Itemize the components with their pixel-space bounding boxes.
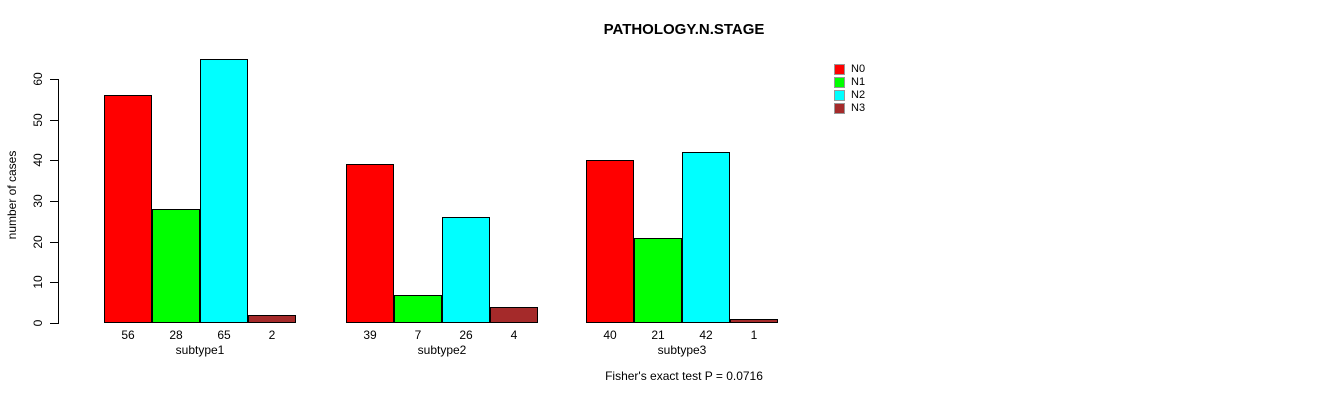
legend-row-N1: N1 bbox=[834, 76, 865, 89]
y-tick-label: 60 bbox=[31, 72, 45, 86]
y-tick-mark bbox=[50, 282, 58, 283]
bar-subtype1-N1 bbox=[152, 209, 200, 323]
y-axis-line bbox=[58, 79, 59, 324]
bar-subtype3-N1 bbox=[634, 238, 682, 323]
y-axis-label: number of cases bbox=[5, 150, 19, 240]
bar-subtype2-N3 bbox=[490, 307, 538, 323]
y-tick-mark bbox=[50, 79, 58, 80]
y-tick-label: 40 bbox=[31, 153, 45, 167]
bar-value-label-subtype2-N0: 39 bbox=[363, 328, 377, 342]
bar-value-label-subtype1-N3: 2 bbox=[268, 328, 276, 342]
bar-subtype1-N2 bbox=[200, 59, 248, 323]
bar-value-label-subtype3-N2: 42 bbox=[699, 328, 713, 342]
legend-swatch-N0 bbox=[834, 64, 845, 75]
bar-value-label-subtype1-N1: 28 bbox=[169, 328, 183, 342]
y-tick-mark bbox=[50, 201, 58, 202]
y-tick-mark bbox=[50, 323, 58, 324]
chart-title: PATHOLOGY.N.STAGE bbox=[603, 21, 765, 38]
bar-value-label-subtype1-N2: 65 bbox=[217, 328, 231, 342]
y-tick-label: 50 bbox=[31, 113, 45, 127]
legend-row-N2: N2 bbox=[834, 89, 865, 102]
bar-subtype2-N1 bbox=[394, 295, 442, 323]
legend-label-N3: N3 bbox=[851, 102, 866, 114]
legend-row-N0: N0 bbox=[834, 63, 865, 76]
legend-label-N2: N2 bbox=[851, 89, 866, 101]
category-label-subtype2: subtype2 bbox=[417, 343, 467, 357]
y-tick-label: 20 bbox=[31, 235, 45, 249]
y-tick-mark bbox=[50, 120, 58, 121]
bar-value-label-subtype1-N0: 56 bbox=[121, 328, 135, 342]
y-tick-mark bbox=[50, 160, 58, 161]
bar-subtype1-N0 bbox=[104, 95, 152, 323]
bar-subtype3-N2 bbox=[682, 152, 730, 323]
legend-row-N3: N3 bbox=[834, 102, 865, 115]
y-tick-label: 0 bbox=[31, 319, 45, 327]
bar-value-label-subtype3-N0: 40 bbox=[603, 328, 617, 342]
legend-swatch-N2 bbox=[834, 90, 845, 101]
bar-subtype3-N0 bbox=[586, 160, 634, 323]
bar-value-label-subtype3-N1: 21 bbox=[651, 328, 665, 342]
y-tick-label: 30 bbox=[31, 194, 45, 208]
bar-value-label-subtype2-N3: 4 bbox=[510, 328, 518, 342]
legend: N0 N1 N2 N3 bbox=[834, 63, 865, 115]
y-tick-mark bbox=[50, 242, 58, 243]
bar-value-label-subtype2-N2: 26 bbox=[459, 328, 473, 342]
annotation-caption: Fisher's exact test P = 0.0716 bbox=[605, 369, 763, 383]
category-label-subtype3: subtype3 bbox=[657, 343, 707, 357]
y-tick-label: 10 bbox=[31, 275, 45, 289]
bar-value-label-subtype2-N1: 7 bbox=[414, 328, 422, 342]
bar-subtype1-N3 bbox=[248, 315, 296, 323]
bar-value-label-subtype3-N3: 1 bbox=[750, 328, 758, 342]
bar-subtype2-N0 bbox=[346, 164, 394, 323]
legend-swatch-N3 bbox=[834, 103, 845, 114]
bar-subtype3-N3 bbox=[730, 319, 778, 323]
legend-swatch-N1 bbox=[834, 77, 845, 88]
category-label-subtype1: subtype1 bbox=[175, 343, 225, 357]
legend-label-N0: N0 bbox=[851, 63, 866, 75]
legend-label-N1: N1 bbox=[851, 76, 866, 88]
bar-subtype2-N2 bbox=[442, 217, 490, 323]
